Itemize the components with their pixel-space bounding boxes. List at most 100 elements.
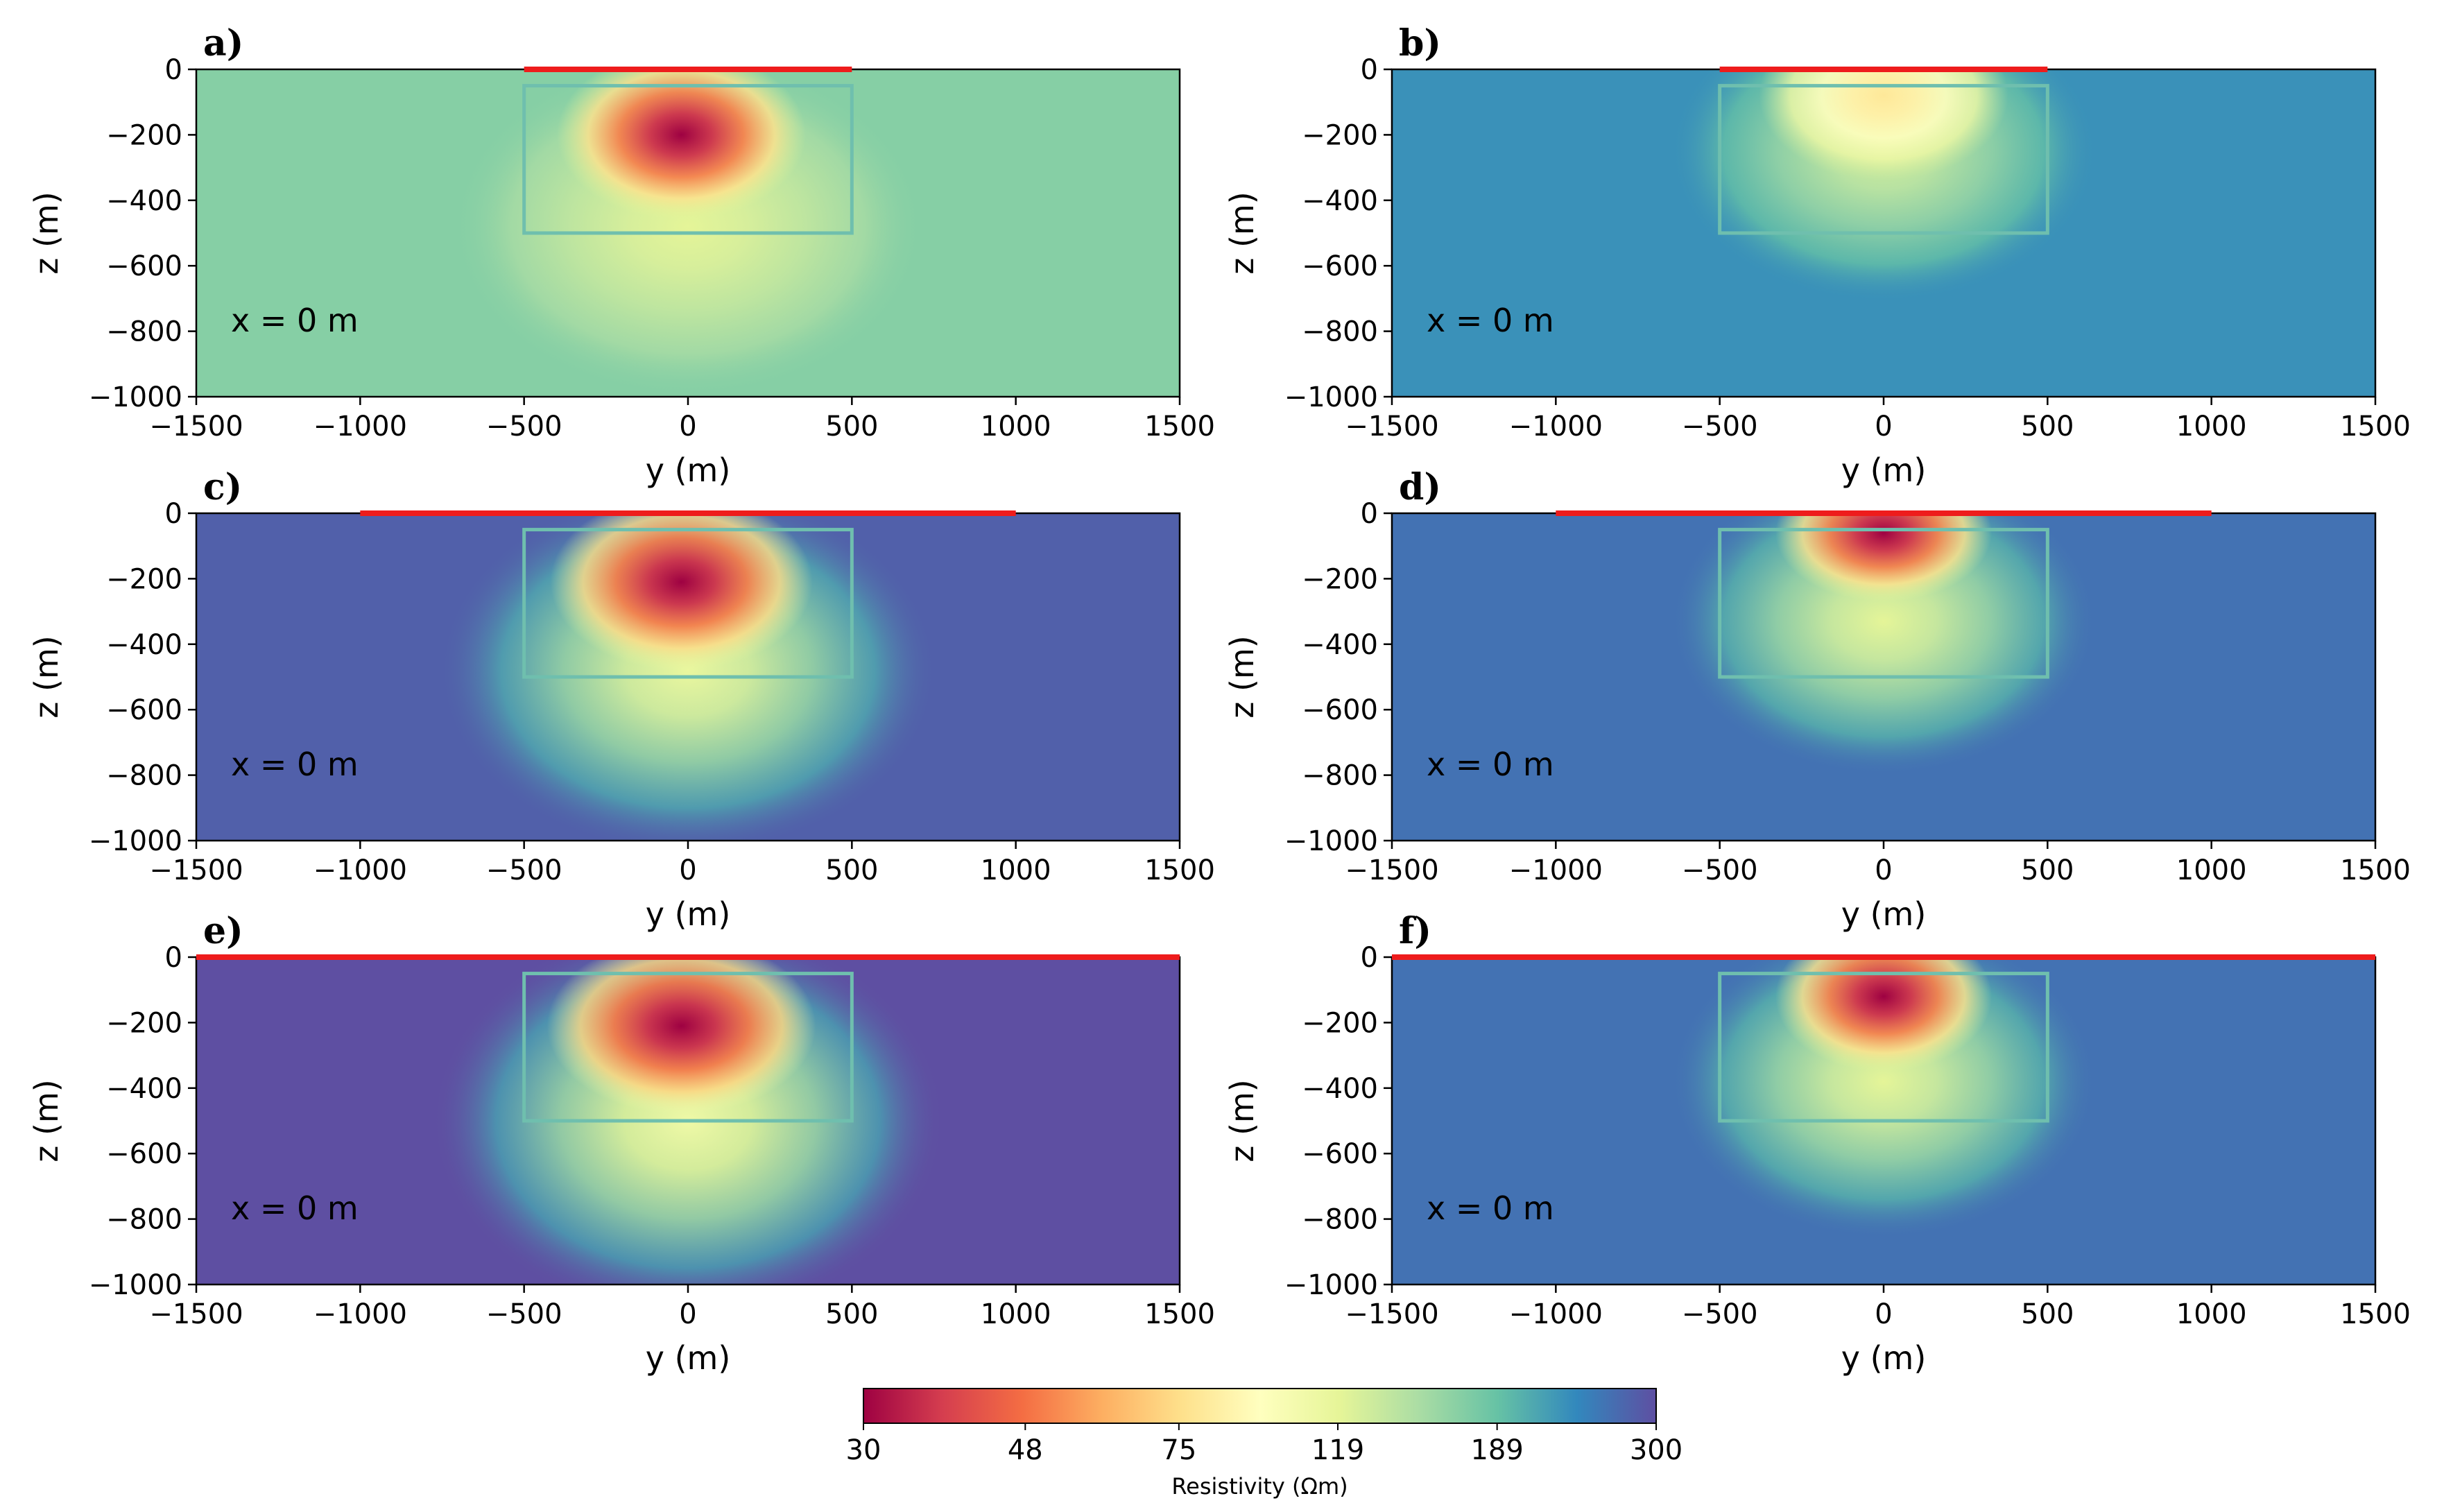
x-tick-label: 0 xyxy=(1875,411,1892,443)
y-axis-label: z (m) xyxy=(1223,1079,1261,1162)
x-tick-label: −1500 xyxy=(149,1298,243,1330)
x-tick-label: −1500 xyxy=(1345,411,1438,443)
section-annotation: x = 0 m xyxy=(1427,302,1554,339)
y-tick-label: −800 xyxy=(1302,1204,1378,1236)
y-tick-label: −1000 xyxy=(1284,381,1378,413)
x-tick-label: −1000 xyxy=(313,411,407,443)
y-axis-label: z (m) xyxy=(28,191,65,274)
x-tick-label: −1000 xyxy=(313,854,407,886)
x-tick-label: 1500 xyxy=(1144,1298,1215,1330)
x-tick-label: 0 xyxy=(1875,854,1892,886)
section-annotation: x = 0 m xyxy=(231,302,359,339)
x-tick-label: −500 xyxy=(1682,411,1758,443)
x-axis-label: y (m) xyxy=(1841,1339,1927,1377)
colorbar-tick-label: 119 xyxy=(1311,1434,1364,1466)
y-tick-label: −200 xyxy=(106,563,182,595)
x-tick-label: 1500 xyxy=(2340,1298,2411,1330)
panel-label: b) xyxy=(1399,22,1441,65)
y-tick-label: −600 xyxy=(1302,250,1378,282)
x-axis-label: y (m) xyxy=(646,452,731,489)
anomaly-region xyxy=(550,513,813,671)
x-tick-label: −1000 xyxy=(1509,411,1603,443)
x-tick-label: 1500 xyxy=(1144,411,1215,443)
panel-a: −1500 −1000 −500 0 500 1000 15000−200−400−600−… xyxy=(28,22,1215,489)
y-tick-label: −200 xyxy=(106,119,182,151)
panel-b: −1500 −1000 −500 0 500 1000 15000−200−400−600−… xyxy=(1223,22,2411,489)
section-annotation: x = 0 m xyxy=(231,746,359,783)
y-tick-label: −400 xyxy=(1302,185,1378,217)
anomaly-box xyxy=(522,972,854,1123)
anomaly-box xyxy=(1718,972,2049,1123)
x-tick-label: 500 xyxy=(2021,1298,2074,1330)
anomaly-region xyxy=(1759,69,2008,181)
x-tick-label: 1500 xyxy=(1144,854,1215,886)
x-axis-label: y (m) xyxy=(1841,895,1927,933)
panel-d: −1500 −1000 −500 0 500 1000 15000−200−400−600−… xyxy=(1223,466,2411,933)
y-tick-label: −1000 xyxy=(89,825,182,857)
y-tick-label: −800 xyxy=(1302,316,1378,348)
x-tick-label: 0 xyxy=(1875,1298,1892,1330)
y-tick-label: −600 xyxy=(106,250,182,282)
y-axis-label: z (m) xyxy=(28,1079,65,1162)
y-tick-label: −600 xyxy=(106,694,182,726)
y-tick-label: −1000 xyxy=(89,381,182,413)
y-tick-label: 0 xyxy=(165,942,182,974)
y-tick-label: −800 xyxy=(106,1204,182,1236)
x-axis-label: y (m) xyxy=(1841,452,1927,489)
panel-label: c) xyxy=(203,466,242,508)
resistivity-field xyxy=(196,69,1180,397)
colorbar-tick-label: 48 xyxy=(1008,1434,1043,1466)
x-tick-label: −1000 xyxy=(1509,1298,1603,1330)
section-annotation: x = 0 m xyxy=(1427,1189,1554,1227)
x-tick-label: −500 xyxy=(1682,1298,1758,1330)
resistivity-field xyxy=(196,513,1180,841)
y-tick-label: −200 xyxy=(1302,1007,1378,1039)
y-tick-label: −1000 xyxy=(1284,1269,1378,1301)
colorbar-label: Resistivity (Ωm) xyxy=(1171,1473,1348,1500)
x-tick-label: −500 xyxy=(486,1298,562,1330)
colorbar-tick-label: 189 xyxy=(1470,1434,1523,1466)
x-tick-label: 500 xyxy=(825,854,878,886)
x-tick-label: 1000 xyxy=(2176,1298,2247,1330)
x-tick-label: 0 xyxy=(679,1298,696,1330)
resistivity-field xyxy=(1392,957,2375,1285)
resistivity-field xyxy=(1392,513,2375,841)
halo-region xyxy=(1670,957,2097,1239)
x-tick-label: −1500 xyxy=(1345,1298,1438,1330)
panel-label: e) xyxy=(203,910,243,952)
anomaly-region xyxy=(547,957,816,1115)
y-tick-label: 0 xyxy=(165,498,182,530)
x-axis-label: y (m) xyxy=(646,895,731,933)
x-tick-label: 1000 xyxy=(981,854,1051,886)
x-tick-label: −500 xyxy=(486,854,562,886)
x-tick-label: 500 xyxy=(825,1298,878,1330)
panel-label: d) xyxy=(1399,466,1441,508)
x-tick-label: −1500 xyxy=(149,854,243,886)
y-tick-label: −800 xyxy=(106,316,182,348)
anomaly-box xyxy=(522,528,854,679)
x-tick-label: −1500 xyxy=(1345,854,1438,886)
y-tick-label: −1000 xyxy=(1284,825,1378,857)
y-tick-label: −600 xyxy=(1302,694,1378,726)
colorbar-tick-label: 300 xyxy=(1630,1434,1683,1466)
y-tick-label: −400 xyxy=(106,185,182,217)
anomaly-region xyxy=(1775,957,1992,1072)
x-tick-label: 1000 xyxy=(2176,411,2247,443)
y-axis-label: z (m) xyxy=(28,635,65,718)
x-axis-label: y (m) xyxy=(646,1339,731,1377)
section-annotation: x = 0 m xyxy=(1427,746,1554,783)
y-tick-label: −200 xyxy=(106,1007,182,1039)
x-tick-label: −500 xyxy=(486,411,562,443)
y-tick-label: −400 xyxy=(1302,629,1378,661)
y-tick-label: −800 xyxy=(1302,760,1378,792)
y-tick-label: −400 xyxy=(106,1073,182,1105)
x-tick-label: 1500 xyxy=(2340,854,2411,886)
panel-label: f) xyxy=(1399,910,1431,952)
y-tick-label: −1000 xyxy=(89,1269,182,1301)
y-tick-label: −600 xyxy=(1302,1138,1378,1170)
x-tick-label: 1000 xyxy=(981,411,1051,443)
panel-c: −1500 −1000 −500 0 500 1000 15000−200−400−600−… xyxy=(28,466,1215,933)
x-tick-label: −1000 xyxy=(1509,854,1603,886)
panel-e: −1500 −1000 −500 0 500 1000 15000−200−400−600−… xyxy=(28,910,1215,1377)
